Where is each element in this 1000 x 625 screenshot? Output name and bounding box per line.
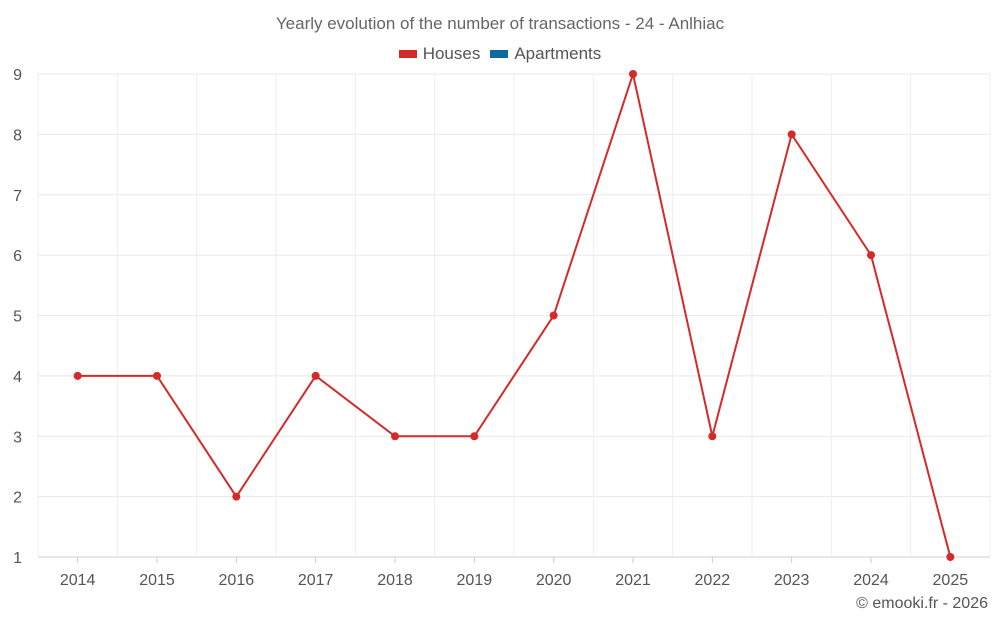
y-tick-label: 5 xyxy=(13,309,22,326)
x-tick-label: 2014 xyxy=(60,572,96,589)
data-point xyxy=(391,432,399,441)
data-point xyxy=(73,371,82,380)
x-tick-label: 2017 xyxy=(298,572,334,589)
data-point xyxy=(549,311,558,320)
data-point xyxy=(311,371,320,380)
legend-label-apartments: Apartments xyxy=(514,44,602,63)
data-point xyxy=(867,251,875,260)
legend-swatch-houses xyxy=(398,50,417,58)
y-tick-label: 8 xyxy=(13,127,22,144)
x-tick-label: 2022 xyxy=(695,572,731,589)
chart-title: Yearly evolution of the number of transa… xyxy=(275,14,725,33)
y-tick-label: 9 xyxy=(13,67,22,84)
legend-label-houses: Houses xyxy=(422,44,481,63)
y-tick-label: 6 xyxy=(13,248,22,265)
x-tick-label: 2025 xyxy=(933,572,969,589)
data-point xyxy=(470,432,479,441)
y-tick-label: 2 xyxy=(13,490,22,507)
x-tick-label: 2024 xyxy=(853,572,889,589)
data-point xyxy=(787,130,796,139)
y-tick-label: 1 xyxy=(13,550,22,567)
legend-swatch-apartments xyxy=(490,50,509,58)
data-point xyxy=(708,432,717,441)
y-tick-label: 4 xyxy=(13,369,22,386)
y-tick-label: 3 xyxy=(13,429,22,446)
x-tick-label: 2023 xyxy=(774,572,810,589)
chart-legend: Houses Apartments xyxy=(0,44,1000,64)
legend-item-apartments[interactable]: Apartments xyxy=(490,44,601,64)
legend-item-houses[interactable]: Houses xyxy=(398,44,481,64)
data-point xyxy=(629,70,637,78)
credit-text: © emooki.fr - 2026 xyxy=(856,595,988,612)
x-tick-label: 2018 xyxy=(377,572,413,589)
data-point xyxy=(946,553,955,561)
data-point xyxy=(232,492,241,501)
x-tick-label: 2015 xyxy=(139,572,175,589)
series-line-houses xyxy=(77,70,952,558)
x-tick-label: 2020 xyxy=(536,572,572,589)
y-tick-label: 7 xyxy=(13,188,22,205)
x-tick-label: 2021 xyxy=(615,572,651,589)
data-point xyxy=(153,371,161,380)
x-tick-label: 2019 xyxy=(457,572,493,589)
x-tick-label: 2016 xyxy=(219,572,255,589)
